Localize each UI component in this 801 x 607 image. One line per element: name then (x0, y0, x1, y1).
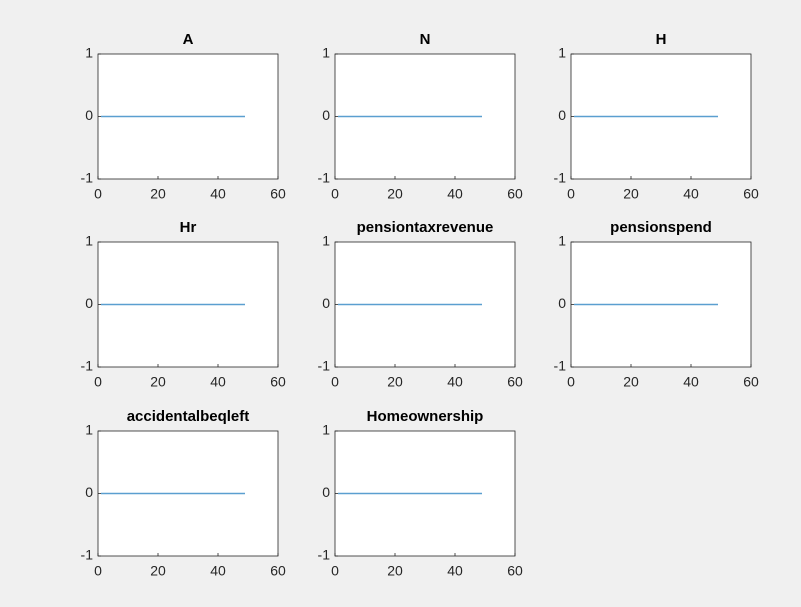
x-tick-label: 0 (331, 563, 339, 579)
x-tick-label: 40 (210, 563, 226, 579)
x-tick-label: 20 (623, 374, 639, 390)
x-tick-label: 60 (270, 563, 286, 579)
y-tick-label: 0 (322, 484, 330, 500)
y-tick-label: 0 (85, 107, 93, 123)
x-tick-label: 0 (94, 374, 102, 390)
y-tick-label: -1 (554, 170, 567, 186)
x-tick-label: 20 (150, 374, 166, 390)
y-tick-label: 1 (558, 233, 566, 249)
x-tick-label: 20 (150, 186, 166, 202)
y-tick-label: 0 (85, 295, 93, 311)
x-tick-label: 60 (270, 186, 286, 202)
chart-title: pensiontaxrevenue (357, 219, 494, 236)
y-tick-label: 0 (558, 107, 566, 123)
chart-title: Homeownership (367, 408, 484, 425)
y-tick-label: 1 (322, 422, 330, 438)
y-tick-label: -1 (318, 547, 331, 563)
x-tick-label: 20 (387, 374, 403, 390)
y-tick-label: 0 (558, 295, 566, 311)
chart-title: Hr (180, 219, 197, 236)
x-tick-label: 0 (94, 186, 102, 202)
x-tick-label: 0 (331, 186, 339, 202)
x-tick-label: 60 (270, 374, 286, 390)
chart-title: N (420, 31, 431, 48)
x-tick-label: 20 (150, 563, 166, 579)
x-tick-label: 60 (507, 563, 523, 579)
x-tick-label: 0 (567, 186, 575, 202)
x-tick-label: 40 (683, 374, 699, 390)
y-tick-label: -1 (554, 358, 567, 374)
y-tick-label: 1 (322, 45, 330, 61)
x-tick-label: 60 (743, 374, 759, 390)
x-tick-label: 20 (623, 186, 639, 202)
x-tick-label: 60 (507, 374, 523, 390)
x-tick-label: 40 (683, 186, 699, 202)
y-tick-label: -1 (81, 358, 94, 374)
y-tick-label: 0 (322, 107, 330, 123)
x-tick-label: 20 (387, 563, 403, 579)
y-tick-label: 0 (322, 295, 330, 311)
x-tick-label: 40 (210, 186, 226, 202)
y-tick-label: 1 (85, 233, 93, 249)
x-tick-label: 40 (447, 563, 463, 579)
x-tick-label: 40 (447, 374, 463, 390)
chart-title: A (183, 31, 194, 48)
y-tick-label: -1 (318, 358, 331, 374)
y-tick-label: 1 (322, 233, 330, 249)
chart-title: accidentalbeqleft (127, 408, 250, 425)
x-tick-label: 60 (743, 186, 759, 202)
x-tick-label: 60 (507, 186, 523, 202)
chart-title: pensionspend (610, 219, 712, 236)
y-tick-label: 0 (85, 484, 93, 500)
y-tick-label: 1 (85, 422, 93, 438)
x-tick-label: 40 (210, 374, 226, 390)
y-tick-label: -1 (81, 170, 94, 186)
y-tick-label: -1 (318, 170, 331, 186)
x-tick-label: 20 (387, 186, 403, 202)
x-tick-label: 0 (567, 374, 575, 390)
chart-title: H (656, 31, 667, 48)
y-tick-label: -1 (81, 547, 94, 563)
y-tick-label: 1 (558, 45, 566, 61)
x-tick-label: 40 (447, 186, 463, 202)
x-tick-label: 0 (94, 563, 102, 579)
x-tick-label: 0 (331, 374, 339, 390)
y-tick-label: 1 (85, 45, 93, 61)
